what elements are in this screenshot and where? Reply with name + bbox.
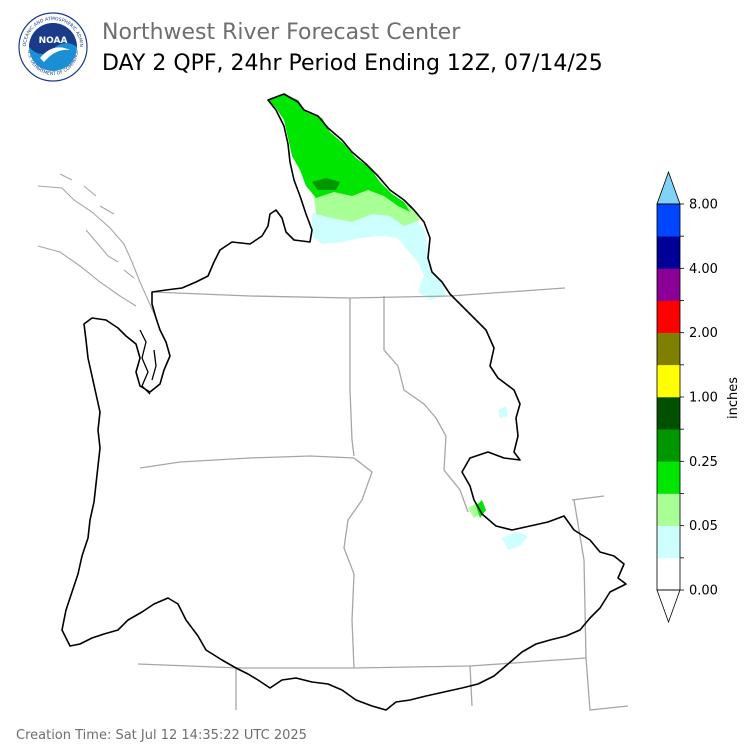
- org-title: Northwest River Forecast Center: [102, 20, 461, 45]
- colorbar-tick-label: 4.00: [689, 262, 718, 277]
- logo-text: NOAA: [39, 36, 68, 46]
- colorbar-segment: [657, 268, 680, 301]
- colorbar-segment: [657, 397, 680, 430]
- colorbar-segments: [657, 204, 680, 591]
- colorbar-tick-label: 0.05: [689, 519, 718, 534]
- colorbar-segment: [657, 525, 680, 559]
- precip-area-moderate: [268, 94, 410, 212]
- colorbar-segment: [657, 236, 680, 269]
- colorbar-unit-label: inches: [726, 377, 741, 419]
- colorbar-segment: [657, 429, 680, 462]
- precip-area-moderate: [476, 500, 486, 518]
- colorbar-tick-label: 0.00: [689, 584, 718, 599]
- precip-area-trace: [502, 532, 528, 550]
- precip-area-trace: [498, 406, 508, 418]
- colorbar-segment: [657, 204, 680, 237]
- precip-shading: [268, 94, 528, 550]
- colorbar-tick-label: 2.00: [689, 326, 718, 341]
- colorbar-ticks: 0.00 0.05 0.25 1.00 2.00 4.00 8.00: [680, 198, 718, 599]
- basin-outline: [61, 93, 627, 711]
- colorbar-segment: [657, 557, 680, 591]
- colorbar-tick-label: 1.00: [689, 391, 718, 406]
- colorbar-segment: [657, 364, 680, 398]
- creation-time: Creation Time: Sat Jul 12 14:35:22 UTC 2…: [16, 728, 307, 743]
- precip-area-trace: [312, 206, 446, 300]
- colorbar-segment: [657, 300, 680, 333]
- noaa-logo: NATIONAL OCEANIC AND ATMOSPHERIC ADMINIS…: [18, 12, 88, 82]
- precip-area-light: [314, 186, 420, 226]
- colorbar-segment: [657, 332, 680, 366]
- colorbar-tick-label: 0.25: [689, 455, 718, 470]
- colorbar-tick-label: 8.00: [689, 198, 718, 213]
- puget-sound-outline: [139, 329, 157, 395]
- colorbar-extend-low: [656, 589, 681, 624]
- product-title: DAY 2 QPF, 24hr Period Ending 12Z, 07/14…: [102, 51, 603, 76]
- colorbar-segment: [657, 461, 680, 494]
- coastline-context: [37, 173, 157, 319]
- precip-area-heavy: [312, 178, 340, 190]
- colorbar-extend-high: [656, 170, 681, 205]
- colorbar-segment: [657, 493, 680, 526]
